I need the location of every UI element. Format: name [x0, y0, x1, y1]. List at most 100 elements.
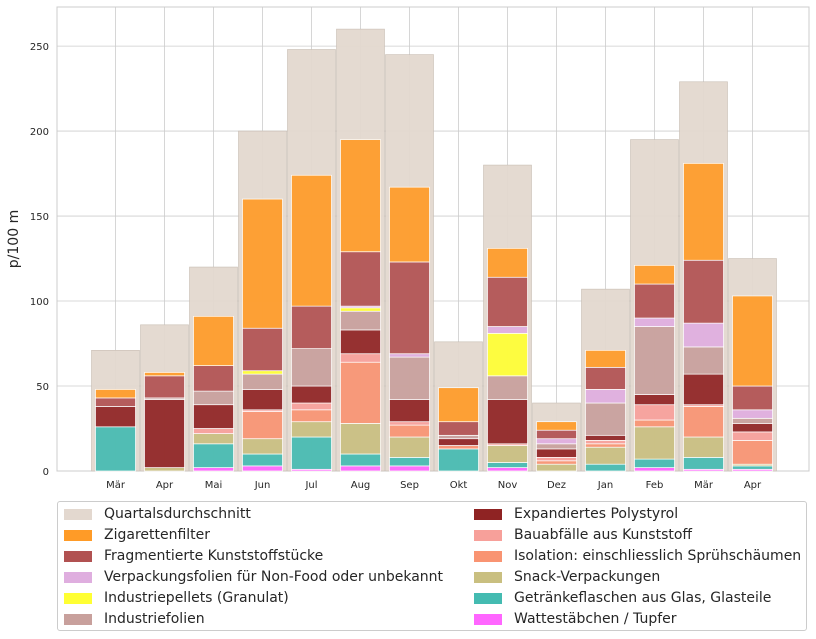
legend-swatch [64, 613, 92, 625]
bar-segment-industriefolien [585, 402, 626, 436]
legend-item: Snack-Verpackungen [474, 567, 660, 587]
bar-segment-verpackungsfolien-f-r-non-food-oder-unbekannt [683, 322, 724, 348]
bar-segment-verpackungsfolien-f-r-non-food-oder-unbekannt [487, 326, 528, 334]
bar-segment-snack-verpackungen [242, 438, 283, 455]
bar-segment-verpackungsfolien-f-r-non-food-oder-unbekannt [536, 438, 577, 445]
legend-label: Snack-Verpackungen [514, 569, 661, 585]
x-tick-label: Jun [254, 480, 271, 491]
y-tick-label: 50 [36, 382, 49, 393]
legend-label: Industriefolien [104, 611, 205, 627]
bar-segment-snack-verpackungen [634, 426, 675, 460]
bar-segment-verpackungsfolien-f-r-non-food-oder-unbekannt [389, 353, 430, 358]
legend-label: Bauabfälle aus Kunststoff [514, 527, 693, 543]
bar-segment-fragmentierte-kunststoffst-cke [438, 421, 479, 436]
bar-segment-wattest-bchen-tupfer [634, 467, 675, 472]
bar-segment-verpackungsfolien-f-r-non-food-oder-unbekannt [732, 409, 773, 419]
legend-item: Wattestäbchen / Tupfer [474, 609, 677, 629]
x-tick-label: Dez [547, 480, 566, 491]
legend-label: Quartalsdurchschnitt [104, 506, 251, 522]
bar-segment-zigarettenfilter [487, 247, 528, 278]
bar-segment-industriepellets-granulat [487, 332, 528, 377]
legend-swatch [64, 508, 92, 520]
bar-segment-isolation-einschliesslich-spr-hsch-umen [536, 460, 577, 465]
bar-segment-zigarettenfilter [585, 349, 626, 368]
bar-segment-fragmentierte-kunststoffst-cke [585, 366, 626, 390]
bar-segment-snack-verpackungen [389, 436, 430, 458]
legend-item: Industriefolien [64, 609, 205, 629]
legend-item: Getränkeflaschen aus Glas, Glasteile [474, 588, 771, 608]
x-tick-label: Feb [646, 480, 664, 491]
bar-segment-fragmentierte-kunststoffst-cke [634, 283, 675, 319]
bar-segment-zigarettenfilter [438, 387, 479, 423]
bar-segment-verpackungsfolien-f-r-non-food-oder-unbekannt [634, 317, 675, 327]
legend-swatch [64, 529, 92, 541]
bar-segment-isolation-einschliesslich-spr-hsch-umen [291, 409, 332, 423]
y-tick-label: 250 [30, 42, 49, 53]
bar-segment-snack-verpackungen [193, 433, 234, 445]
bar-segment-industriefolien [193, 390, 234, 406]
bar-segment-expandiertes-polystyrol [291, 385, 332, 404]
bar-segment-zigarettenfilter [291, 174, 332, 307]
bar-segment-getr-nkeflaschen-aus-glas-glasteile [340, 453, 381, 467]
bar-segment-fragmentierte-kunststoffst-cke [193, 365, 234, 392]
bar-segment-industriefolien [487, 375, 528, 400]
bar-segment-expandiertes-polystyrol [634, 394, 675, 406]
bar-segment-expandiertes-polystyrol [683, 373, 724, 406]
bar-segment-expandiertes-polystyrol [144, 399, 185, 468]
bar-segment-snack-verpackungen [683, 436, 724, 458]
bar-segment-industriefolien [438, 434, 479, 440]
bar-segment-expandiertes-polystyrol [732, 423, 773, 433]
legend-label: Expandiertes Polystyrol [514, 506, 679, 522]
bar-segment-industriefolien [389, 356, 430, 400]
bar-segment-bauabf-lle-aus-kunststoff [634, 404, 675, 421]
x-tick-label: Mai [205, 480, 223, 491]
x-tick-label: Aug [351, 480, 371, 491]
bar-segment-industriepellets-granulat [242, 370, 283, 375]
x-tick-label: Jan [597, 480, 613, 491]
y-axis-label: p/100 m [6, 210, 22, 268]
bar-segment-getr-nkeflaschen-aus-glas-glasteile [389, 457, 430, 467]
legend-label: Wattestäbchen / Tupfer [514, 611, 677, 627]
bar-segment-snack-verpackungen [585, 446, 626, 465]
legend: Quartalsdurchschnitt Zigarettenfilter Frag… [57, 501, 807, 631]
bar-segment-expandiertes-polystyrol [193, 404, 234, 429]
bar-segment-getr-nkeflaschen-aus-glas-glasteile [585, 463, 626, 472]
y-tick-label: 0 [43, 467, 49, 478]
bar-segment-industriefolien [683, 346, 724, 375]
bar-segment-getr-nkeflaschen-aus-glas-glasteile [487, 462, 528, 468]
bar-segment-fragmentierte-kunststoffst-cke [683, 259, 724, 324]
bar-segment-fragmentierte-kunststoffst-cke [340, 251, 381, 307]
bar-segment-fragmentierte-kunststoffst-cke [732, 385, 773, 411]
legend-item: Verpackungsfolien für Non-Food oder unbe… [64, 567, 443, 587]
bar-segment-fragmentierte-kunststoffst-cke [487, 276, 528, 327]
bar-segment-fragmentierte-kunststoffst-cke [242, 327, 283, 372]
bar-segment-getr-nkeflaschen-aus-glas-glasteile [291, 436, 332, 470]
y-tick-label: 100 [30, 297, 49, 308]
x-tick-label: Apr [744, 480, 762, 491]
bar-segment-industriefolien [634, 326, 675, 395]
bar-segment-isolation-einschliesslich-spr-hsch-umen [732, 440, 773, 465]
legend-swatch [474, 592, 502, 604]
x-tick-label: Mär [694, 480, 714, 491]
bar-segment-wattest-bchen-tupfer [340, 465, 381, 472]
bar-segment-getr-nkeflaschen-aus-glas-glasteile [683, 457, 724, 470]
x-tick-label: Okt [450, 480, 468, 491]
bar-segment-bauabf-lle-aus-kunststoff [340, 353, 381, 363]
x-tick-label: Sep [400, 480, 419, 491]
legend-item: Expandiertes Polystyrol [474, 504, 678, 524]
bar-segment-expandiertes-polystyrol [340, 329, 381, 355]
bar-segment-bauabf-lle-aus-kunststoff [732, 431, 773, 441]
bar-segment-isolation-einschliesslich-spr-hsch-umen [683, 406, 724, 438]
bar-segment-bauabf-lle-aus-kunststoff [536, 457, 577, 462]
bar-segment-wattest-bchen-tupfer [389, 465, 430, 472]
bar-segment-zigarettenfilter [95, 389, 136, 399]
bar-segment-fragmentierte-kunststoffst-cke [291, 305, 332, 349]
legend-swatch [64, 550, 92, 562]
legend-label: Fragmentierte Kunststoffstücke [104, 548, 324, 564]
bar-segment-getr-nkeflaschen-aus-glas-glasteile [732, 465, 773, 470]
legend-label: Getränkeflaschen aus Glas, Glasteile [514, 590, 772, 606]
legend-label: Zigarettenfilter [104, 527, 211, 543]
bar-segment-industriefolien [291, 348, 332, 387]
legend-item: Fragmentierte Kunststoffstücke [64, 546, 323, 566]
bar-segment-zigarettenfilter [732, 295, 773, 387]
